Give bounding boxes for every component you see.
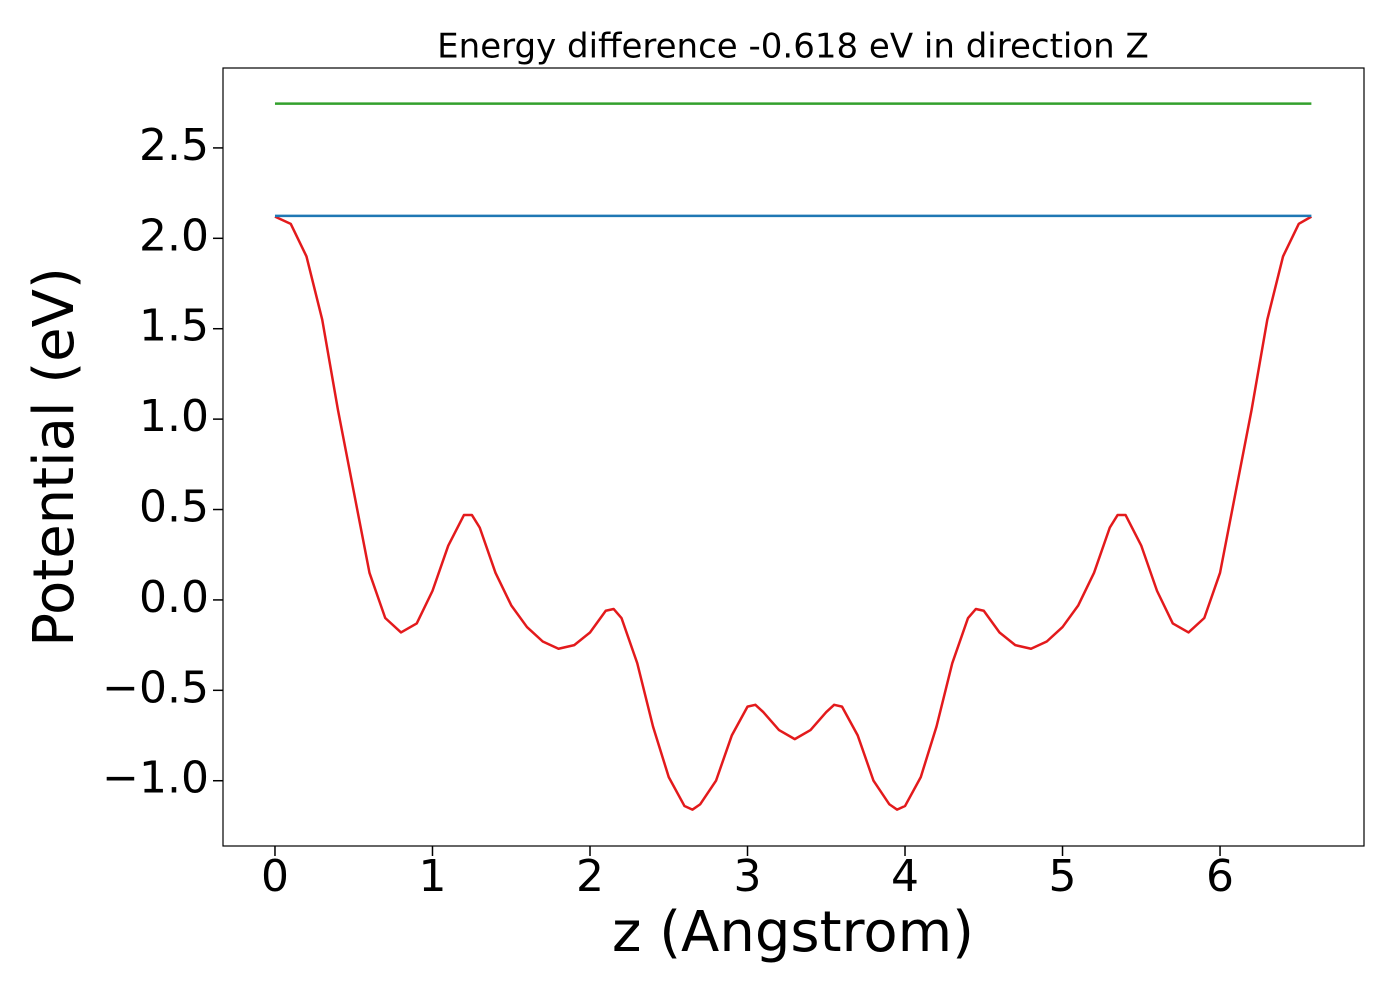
y-tick-label: −1.0: [102, 753, 209, 804]
y-tick-label: 2.5: [139, 120, 209, 171]
y-tick-label: 0.5: [139, 482, 209, 533]
x-tick-label: 4: [891, 851, 919, 902]
x-axis-label: z (Angstrom): [612, 900, 974, 965]
x-tick-label: 2: [576, 851, 604, 902]
data-line: [274, 215, 1313, 811]
x-tick-label: 3: [734, 851, 762, 902]
y-tick-label: 0.0: [139, 572, 209, 623]
chart-title: Energy difference -0.618 eV in direction…: [437, 27, 1149, 67]
y-tick-label: 1.0: [139, 391, 209, 442]
y-axis-label: Potential (eV): [22, 267, 87, 647]
plot-frame: [222, 67, 1365, 847]
x-tick-label: 1: [418, 851, 446, 902]
x-tick-label: 0: [261, 851, 289, 902]
y-tick-label: 1.5: [139, 301, 209, 352]
x-tick-label: 5: [1049, 851, 1077, 902]
y-tick-label: −0.5: [102, 662, 209, 713]
x-tick-label: 6: [1206, 851, 1234, 902]
y-tick-label: 2.0: [139, 210, 209, 261]
